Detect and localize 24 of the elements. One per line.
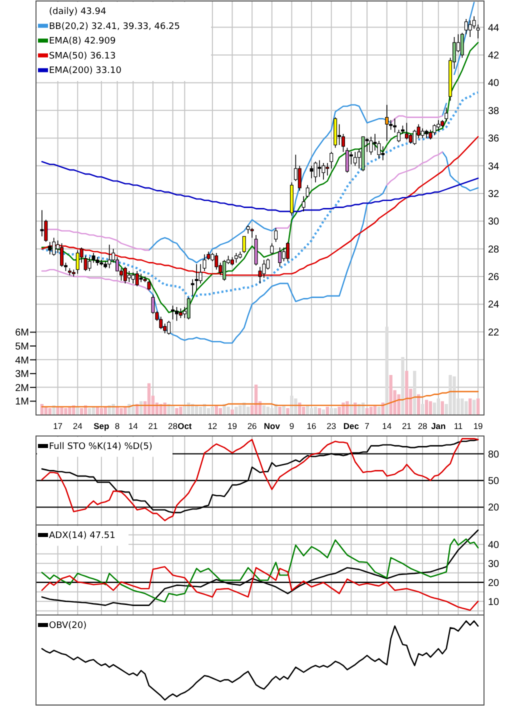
y-tick-label: 32 — [488, 188, 500, 200]
y-tick-label: 30 — [488, 216, 500, 228]
y-tick-label: 10 — [488, 596, 500, 608]
y-tick-label: 26 — [488, 272, 500, 284]
legend-label: OBV(20) — [49, 621, 87, 631]
y-tick-label: 44 — [488, 22, 500, 34]
y-tick-label: 20 — [488, 578, 500, 589]
y-tick-label: 36 — [488, 134, 500, 145]
line-series — [41, 538, 479, 603]
y-tick-label: 28 — [488, 244, 500, 256]
y-tick-label: 38 — [488, 106, 500, 117]
y-tick-label: 24 — [488, 300, 500, 311]
y-tick-label: 30 — [488, 558, 500, 570]
y-tick-label: 34 — [488, 161, 500, 172]
legend-label: ADX(14) 47.51 — [49, 531, 116, 541]
legend-label: Full STO %K(14) %D(5) — [49, 442, 152, 452]
y-tick-label: 22 — [488, 327, 500, 338]
y-tick-label: 40 — [488, 78, 500, 90]
y-tick-label: 50 — [488, 476, 500, 487]
y-tick-label: 80 — [488, 449, 500, 460]
y-tick-label: 42 — [488, 50, 500, 62]
y-tick-label: 40 — [488, 540, 500, 551]
y-tick-label: 20 — [488, 502, 500, 514]
line-series — [41, 566, 479, 611]
